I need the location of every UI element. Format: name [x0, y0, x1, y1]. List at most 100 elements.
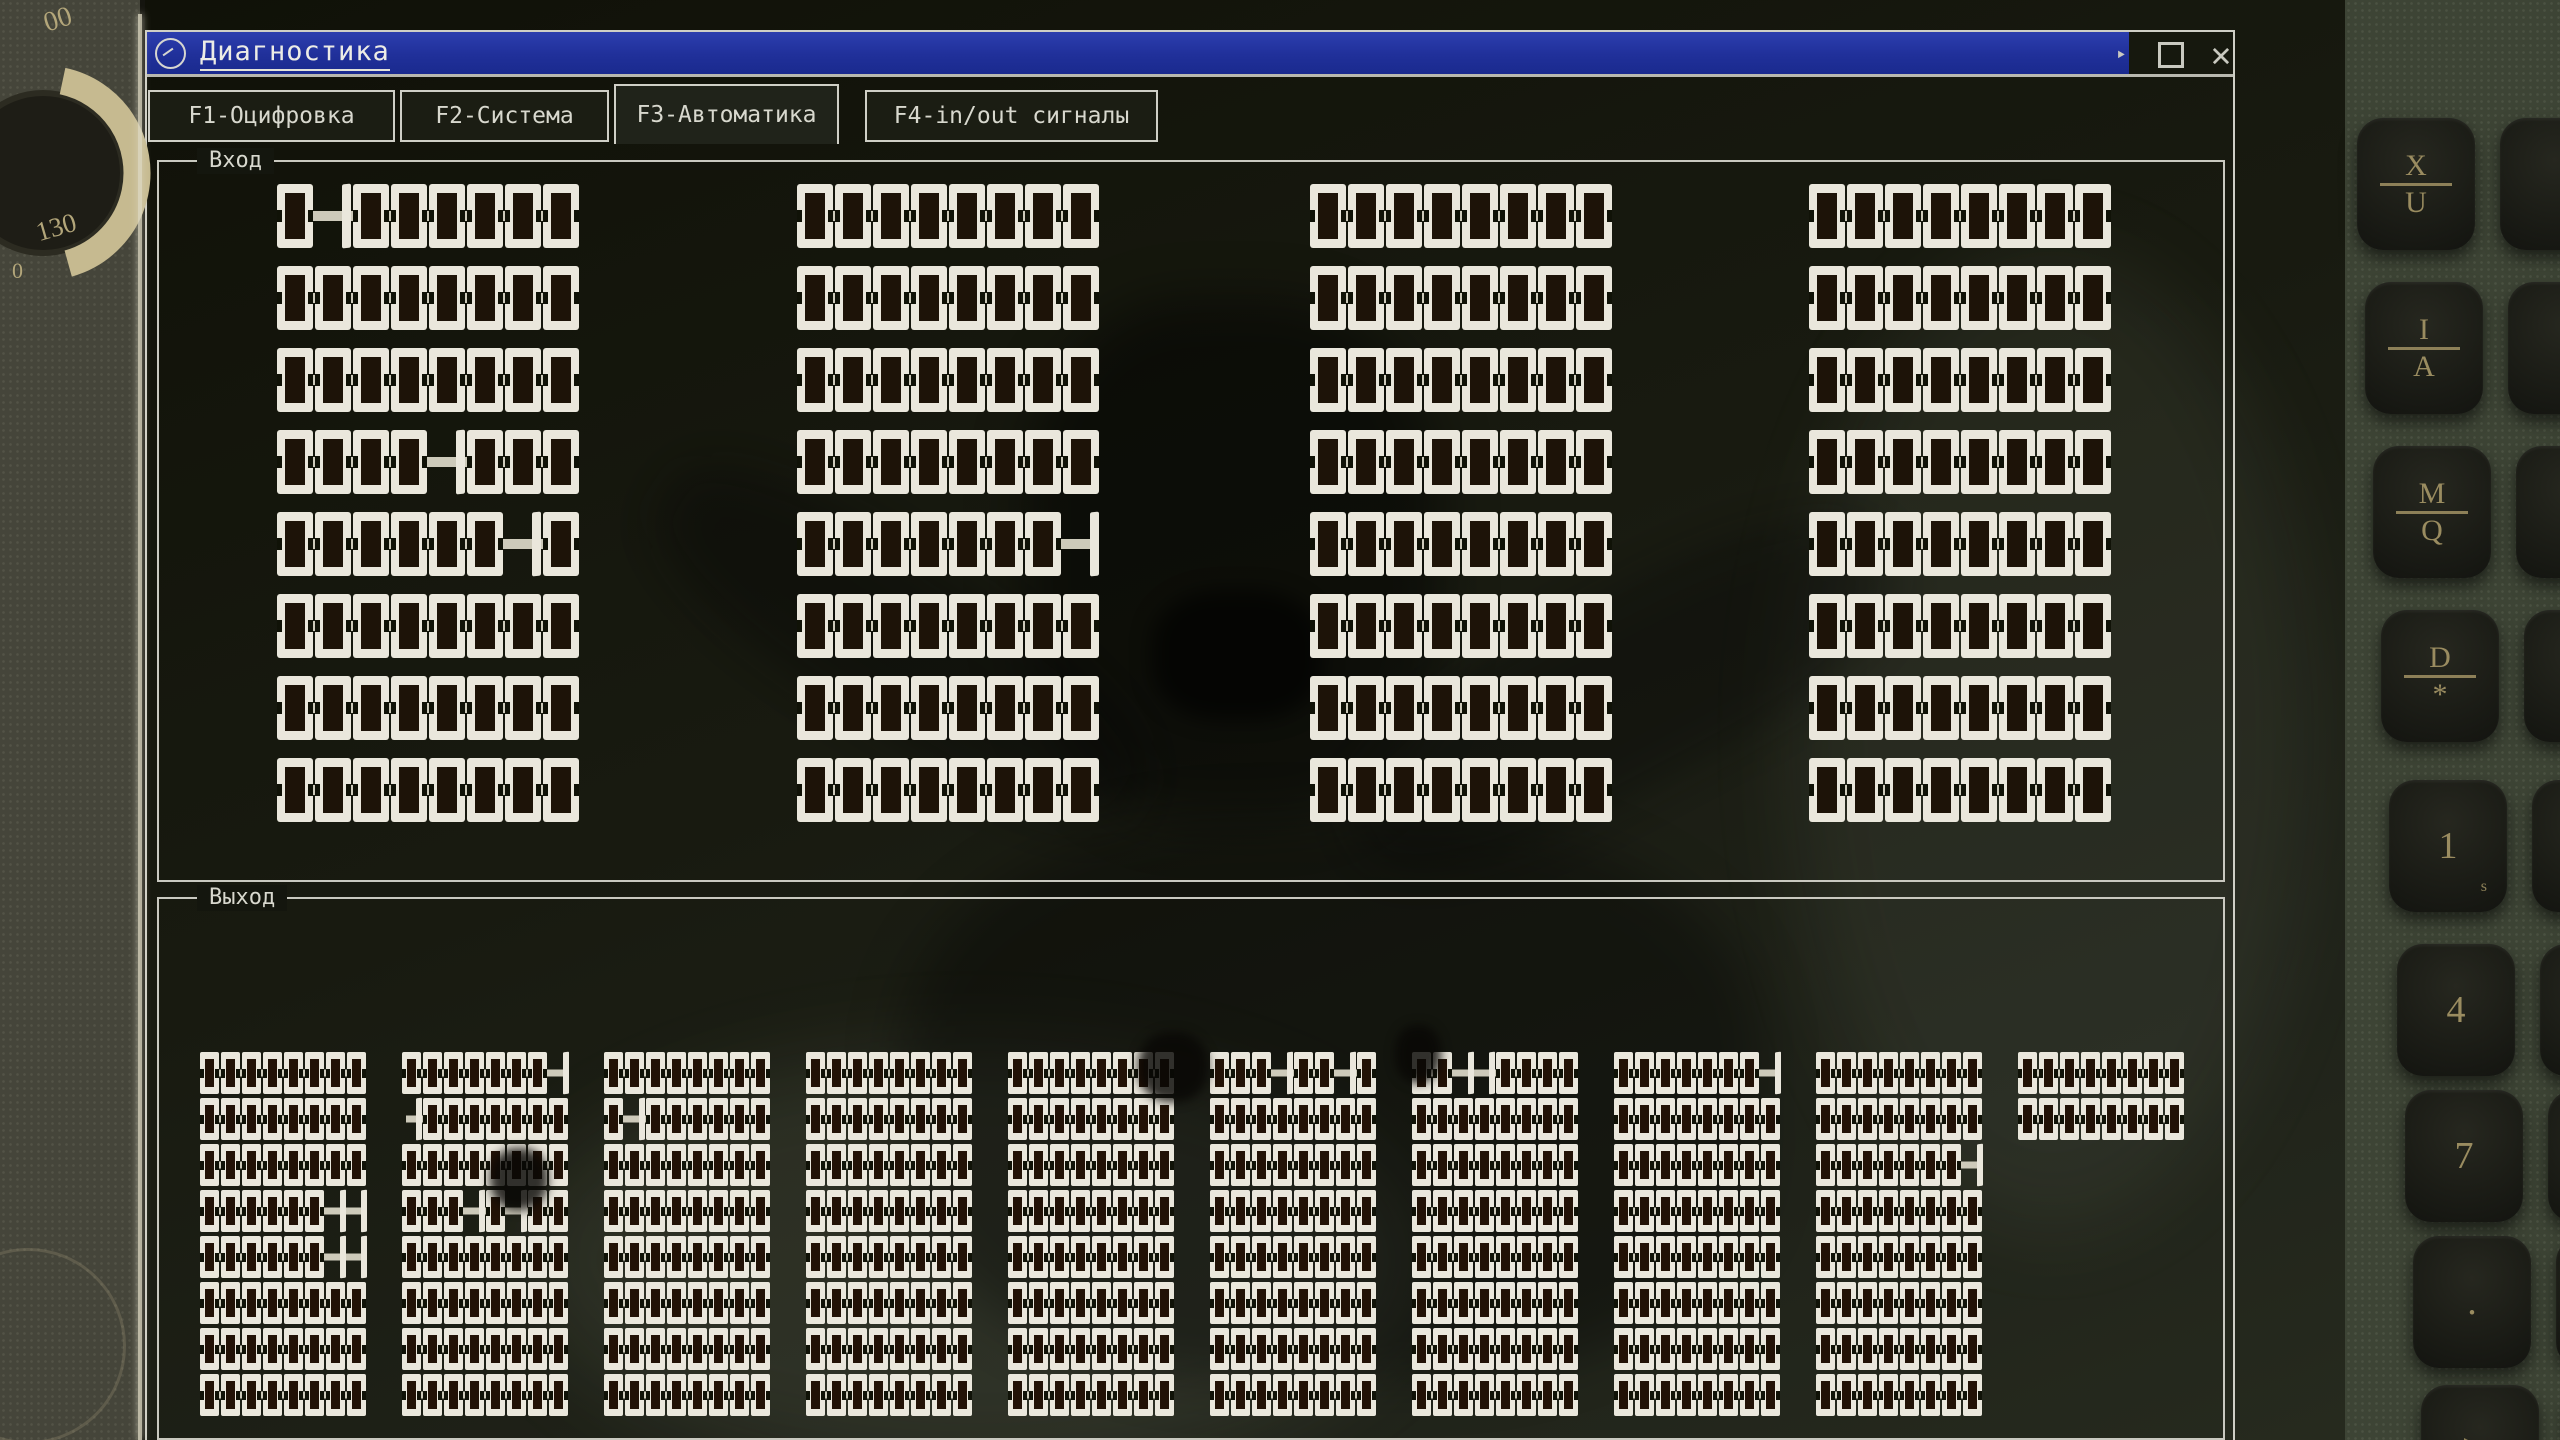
signal-slot	[528, 1328, 549, 1370]
signal-slot	[1963, 1328, 1984, 1370]
signal-slot	[1923, 430, 1961, 494]
tab-f4[interactable]: F4-in/out сигналы	[865, 90, 1158, 142]
signal-slot	[848, 1052, 869, 1094]
signal-cell	[1858, 1236, 1877, 1278]
signal-cell	[604, 1328, 623, 1370]
signal-cell	[1424, 348, 1460, 412]
signal-cell	[543, 758, 579, 822]
title-bar[interactable]: Диагностика	[147, 32, 2129, 74]
titlebar-bevel	[147, 74, 2233, 77]
signal-slot	[284, 1374, 305, 1416]
signal-cell	[1386, 348, 1422, 412]
signal-slot	[1719, 1052, 1740, 1094]
signal-cell	[688, 1098, 707, 1140]
signal-cell	[353, 184, 389, 248]
signal-slot	[1879, 1190, 1900, 1232]
signal-slot	[2060, 1052, 2081, 1094]
input-signal-block	[277, 676, 581, 740]
maximize-button[interactable]	[2153, 37, 2189, 73]
signal-slot	[667, 1328, 688, 1370]
signal-cell	[284, 1282, 303, 1324]
signal-cell	[1454, 1190, 1473, 1232]
signal-cell	[549, 1236, 568, 1278]
signal-slot	[1517, 1190, 1538, 1232]
signal-cell	[1155, 1098, 1174, 1140]
signal-slot	[2102, 1098, 2123, 1140]
signal-slot	[1315, 1190, 1336, 1232]
output-signal-block	[1210, 1190, 1378, 1232]
signal-slot	[1614, 1328, 1635, 1370]
signal-cell	[806, 1236, 825, 1278]
signal-slot	[1134, 1098, 1155, 1140]
tab-f1[interactable]: F1-Оцифровка	[148, 90, 395, 142]
signal-cell	[1538, 1374, 1557, 1416]
signal-cell	[1063, 266, 1099, 330]
signal-slot	[1740, 1190, 1761, 1232]
signal-slot	[873, 184, 911, 248]
signal-cell	[1050, 1374, 1069, 1416]
shade-button[interactable]: ‣	[2114, 43, 2128, 67]
signal-slot	[1071, 1190, 1092, 1232]
key-7: 7	[2405, 1090, 2523, 1222]
signal-cell	[1761, 1282, 1780, 1324]
signal-cell	[528, 1328, 547, 1370]
signal-cell	[549, 1098, 568, 1140]
signal-cell	[1538, 512, 1574, 576]
signal-cell	[604, 1190, 623, 1232]
signal-slot	[1761, 1282, 1782, 1324]
tab-f3[interactable]: F3-Автоматика	[614, 84, 839, 144]
signal-cell	[315, 266, 351, 330]
signal-slot	[1816, 1144, 1837, 1186]
output-signal-block	[604, 1282, 772, 1324]
signal-slot	[1310, 676, 1348, 740]
signal-cell	[284, 1098, 303, 1140]
signal-cell	[1252, 1190, 1271, 1232]
signal-slot	[1809, 676, 1847, 740]
signal-cell	[625, 1052, 644, 1094]
signal-slot	[465, 1236, 486, 1278]
signal-cell	[1231, 1098, 1250, 1140]
signal-cell	[1462, 594, 1498, 658]
signal-cell	[1063, 758, 1099, 822]
signal-cell	[835, 430, 871, 494]
signal-cell	[667, 1236, 686, 1278]
signal-slot	[315, 430, 353, 494]
signal-cell	[1698, 1098, 1717, 1140]
signal-cell	[1614, 1052, 1633, 1094]
signal-slot	[949, 676, 987, 740]
signal-cell	[1500, 758, 1536, 822]
signal-slot	[1113, 1144, 1134, 1186]
signal-cell	[2075, 348, 2111, 412]
signal-slot	[277, 676, 315, 740]
signal-cell	[200, 1282, 219, 1324]
signal-slot	[1677, 1190, 1698, 1232]
signal-cell	[709, 1374, 728, 1416]
signal-slot	[835, 430, 873, 494]
signal-cell	[423, 1282, 442, 1324]
signal-cell	[1008, 1236, 1027, 1278]
signal-cell-thin	[342, 183, 351, 249]
signal-cell	[326, 1098, 345, 1140]
signal-slot	[1500, 594, 1538, 658]
signal-cell	[1113, 1052, 1132, 1094]
tab-f2[interactable]: F2-Система	[400, 90, 609, 142]
signal-cell	[505, 266, 541, 330]
signal-cell	[1635, 1282, 1654, 1324]
signal-slot	[911, 348, 949, 412]
signal-cell	[806, 1374, 825, 1416]
signal-slot	[873, 348, 911, 412]
close-icon[interactable]: ✕	[2210, 35, 2232, 75]
signal-cell	[1500, 184, 1536, 248]
signal-cell	[277, 348, 313, 412]
signal-slot	[1008, 1374, 1029, 1416]
signal-slot	[1517, 1328, 1538, 1370]
signal-cell	[353, 430, 389, 494]
signal-slot	[1635, 1190, 1656, 1232]
signal-cell	[1961, 512, 1997, 576]
signal-cell	[797, 184, 833, 248]
input-signal-block	[797, 184, 1101, 248]
signal-slot	[1719, 1144, 1740, 1186]
signal-slot	[1231, 1236, 1252, 1278]
signal-slot	[751, 1236, 772, 1278]
signal-cell	[1921, 1098, 1940, 1140]
